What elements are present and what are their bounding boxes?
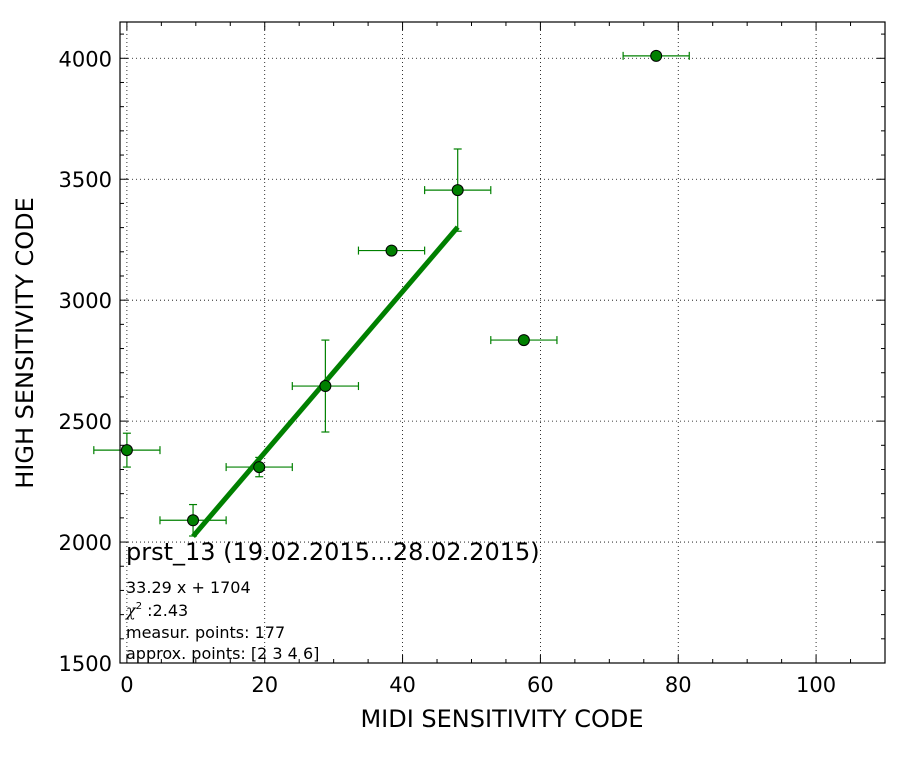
data-points (120, 49, 663, 527)
annotation-chi: χ2 :2.43 (125, 601, 188, 620)
data-point (253, 461, 266, 474)
chi-value: :2.43 (142, 601, 188, 620)
y-tick-label: 2000 (59, 531, 112, 555)
annotation-measur-points: measur. points: 177 (126, 623, 285, 642)
y-tick-label: 2500 (59, 410, 112, 434)
y-axis-label: HIGH SENSITIVITY CODE (11, 197, 39, 489)
data-point (385, 244, 398, 257)
x-tick-label: 20 (251, 673, 278, 697)
tick-labels: 0 20 40 60 80 100 1500 2000 2500 3000 3500 4000 (59, 47, 837, 697)
x-axis-label: MIDI SENSITIVITY CODE (360, 705, 643, 733)
annotation-approx-points: approx. points: [2 3 4 6] (126, 644, 319, 663)
annotation-title: prst_13 (19.02.2015...28.02.2015) (126, 538, 540, 566)
x-tick-label: 80 (665, 673, 692, 697)
data-point (319, 380, 332, 393)
x-tick-label: 0 (120, 673, 133, 697)
annotation-equation: 33.29 x + 1704 (126, 578, 251, 597)
y-tick-label: 3500 (59, 168, 112, 192)
plot-frame (119, 21, 886, 664)
x-tick-label: 100 (796, 673, 836, 697)
chi-exponent: 2 (136, 601, 142, 612)
annotation-block: prst_13 (19.02.2015...28.02.2015) 33.29 … (125, 538, 540, 663)
y-tick-label: 3000 (59, 289, 112, 313)
x-tick-label: 40 (389, 673, 416, 697)
data-point (517, 334, 530, 347)
x-tick-label: 60 (527, 673, 554, 697)
y-tick-label: 4000 (59, 47, 112, 71)
data-point (650, 49, 663, 62)
y-tick-label: 1500 (59, 652, 112, 676)
data-point (451, 184, 464, 197)
data-point (120, 444, 133, 457)
chi-symbol: χ (125, 601, 137, 620)
grid (120, 22, 885, 663)
ticks (120, 22, 885, 664)
data-point (187, 514, 200, 527)
